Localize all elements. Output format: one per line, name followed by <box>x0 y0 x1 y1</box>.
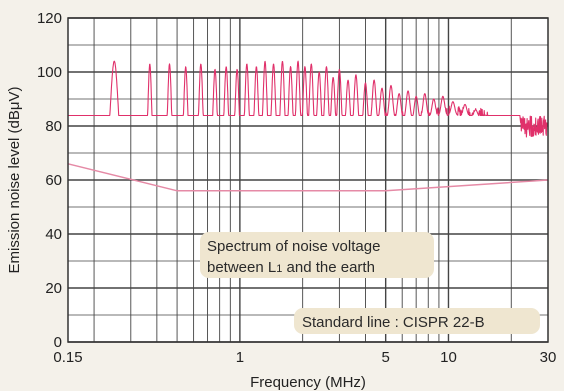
noise-annotation: Spectrum of noise voltage between L1 and… <box>200 232 434 278</box>
x-tick-label: 10 <box>440 349 457 366</box>
noise-annotation-text-a: between L <box>207 259 276 276</box>
standard-annotation: Standard line : CISPR 22-B <box>294 308 540 334</box>
noise-annotation-box <box>200 232 434 278</box>
standard-line-layer <box>67 163 549 192</box>
noise-spectrum-line <box>67 60 549 138</box>
x-tick-label: 30 <box>540 349 557 366</box>
standard-annotation-text: Standard line : CISPR 22-B <box>302 314 485 331</box>
y-tick-label: 0 <box>54 334 62 351</box>
y-axis-label: Emission noise level (dBμV) <box>6 86 23 273</box>
x-tick-label: 1 <box>236 349 244 366</box>
noise-annotation-line2: between L1 and the earth <box>207 259 375 276</box>
y-tick-labels: 0 20 40 60 80 100 120 <box>37 10 62 351</box>
noise-annotation-text-b: and the earth <box>282 259 375 276</box>
y-tick-label: 20 <box>45 280 62 297</box>
x-tick-label: 0.15 <box>53 349 82 366</box>
plot-frame <box>67 17 549 343</box>
x-axis-label: Frequency (MHz) <box>250 374 366 391</box>
y-tick-label: 120 <box>37 10 62 27</box>
noise-annotation-subscript: 1 <box>276 263 282 275</box>
standard-annotation-box <box>294 308 540 334</box>
y-tick-label: 40 <box>45 226 62 243</box>
y-tick-label: 60 <box>45 172 62 189</box>
x-tick-labels: 0.15 1 5 10 30 <box>53 349 556 366</box>
y-tick-label: 80 <box>45 118 62 135</box>
noise-annotation-line1: Spectrum of noise voltage <box>207 238 380 255</box>
standard-line <box>67 163 549 192</box>
noise-spectrum-layer <box>67 60 549 138</box>
y-tick-label: 100 <box>37 64 62 81</box>
x-tick-label: 5 <box>382 349 390 366</box>
